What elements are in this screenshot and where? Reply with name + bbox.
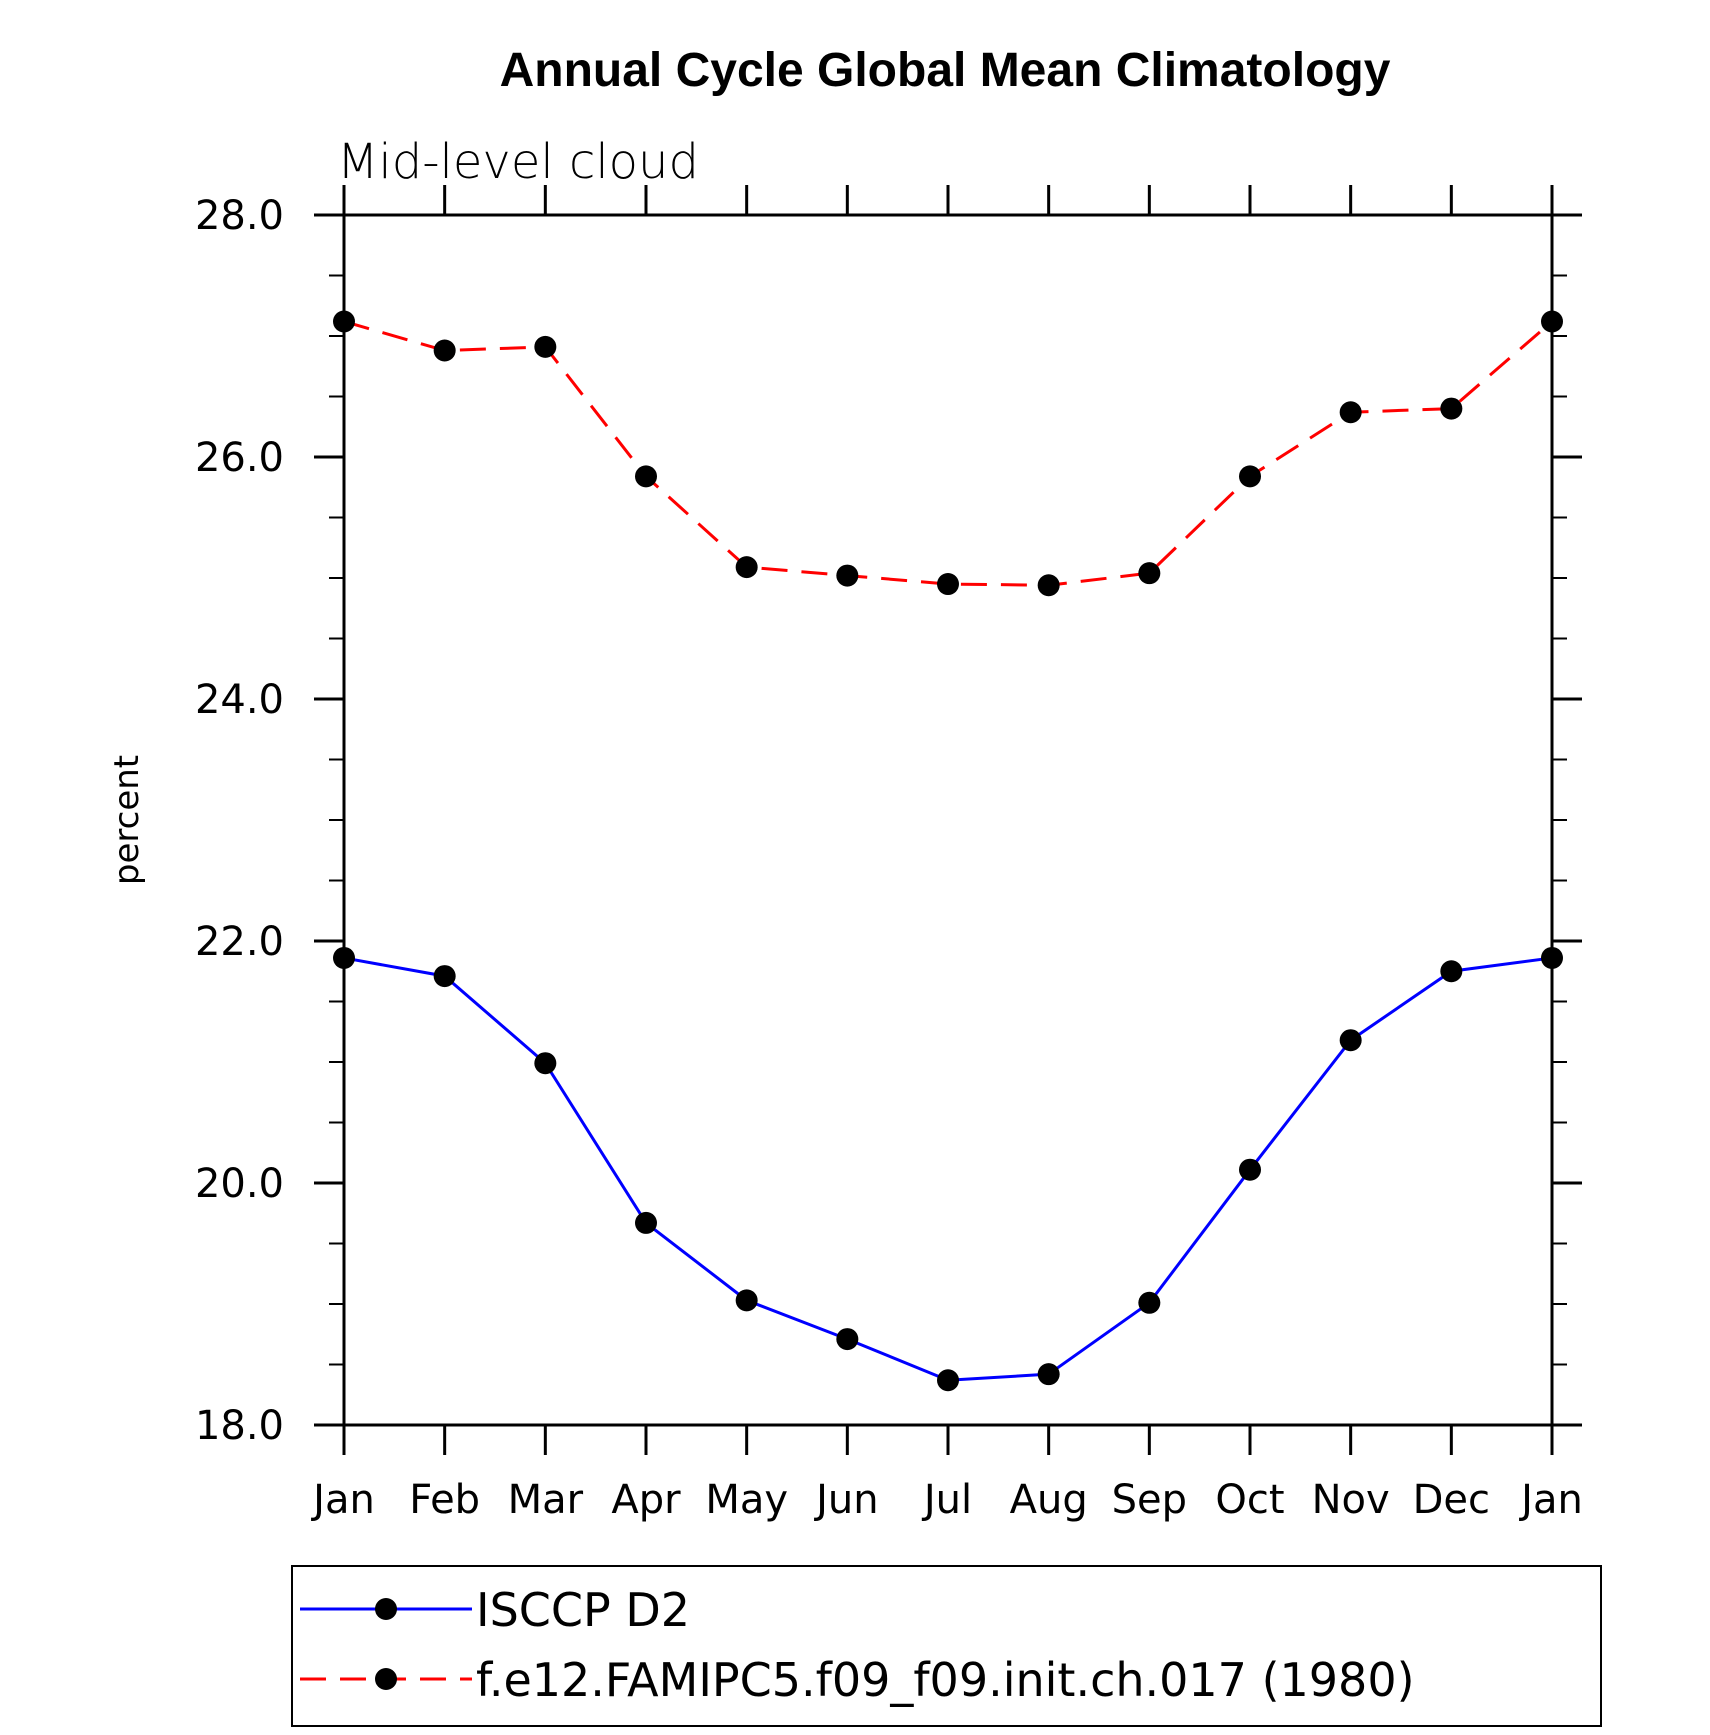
- data-point: [534, 335, 557, 358]
- x-tick-label: Mar: [508, 1477, 584, 1523]
- data-point: [1339, 1029, 1362, 1052]
- data-point: [836, 1328, 859, 1351]
- data-point: [1239, 1158, 1261, 1181]
- x-tick-label: Apr: [611, 1477, 681, 1523]
- data-point: [1541, 310, 1563, 333]
- data-point: [836, 564, 859, 587]
- legend-marker: [375, 1598, 397, 1620]
- x-tick-label: Sep: [1112, 1477, 1187, 1523]
- legend-label: ISCCP D2: [476, 1583, 690, 1637]
- x-tick-label: Dec: [1413, 1477, 1490, 1523]
- y-tick-label: 18.0: [195, 1403, 284, 1449]
- x-tick-label: Feb: [409, 1477, 480, 1523]
- chart-subtitle: Mid-level cloud: [337, 134, 699, 190]
- data-point: [534, 1052, 557, 1075]
- data-point: [1541, 946, 1563, 969]
- data-point: [937, 573, 959, 596]
- legend-marker: [375, 1668, 397, 1690]
- data-point: [635, 1211, 657, 1234]
- data-point: [1037, 1363, 1060, 1386]
- y-tick-label: 22.0: [195, 919, 284, 965]
- x-tick-label: Oct: [1215, 1477, 1284, 1523]
- data-point: [1440, 397, 1463, 420]
- data-point: [333, 946, 355, 969]
- legend: ISCCP D2 f.e12.FAMIPC5.f09_f09.init.ch.01…: [291, 1565, 1602, 1727]
- data-point: [1138, 562, 1161, 585]
- data-point: [937, 1369, 959, 1392]
- x-tick-label: Jan: [1518, 1477, 1583, 1523]
- x-tick-label: Jul: [921, 1477, 972, 1523]
- y-tick-label: 28.0: [195, 193, 284, 239]
- y-tick-label: 20.0: [195, 1161, 284, 1207]
- data-point: [333, 310, 355, 333]
- data-point: [1440, 960, 1463, 983]
- data-point: [635, 465, 657, 488]
- plot-frame: [342, 213, 1554, 1427]
- x-tick-label: Aug: [1010, 1477, 1088, 1523]
- data-point: [1138, 1291, 1161, 1314]
- series-layer: [333, 310, 1563, 1392]
- data-point: [1037, 574, 1060, 597]
- axes: 18.0 20.0 22.0 24.0 26.0 28.0 Jan Feb Mar Apr May J…: [195, 185, 1583, 1523]
- legend-entry-1: f.e12.FAMIPC5.f09_f09.init.ch.017 (1980): [300, 1653, 1415, 1707]
- x-tick-label: May: [705, 1477, 788, 1523]
- legend-entry-0: ISCCP D2: [300, 1583, 690, 1637]
- data-point: [433, 965, 456, 988]
- data-point: [433, 339, 456, 362]
- data-point: [1239, 465, 1261, 488]
- series-line: [343, 956, 1553, 1382]
- x-tick-label: Jan: [310, 1477, 375, 1523]
- y-axis-label: percent: [107, 755, 147, 885]
- series-0: [333, 946, 1563, 1392]
- series-1: [333, 310, 1563, 597]
- series-line: [343, 320, 1553, 587]
- legend-label: f.e12.FAMIPC5.f09_f09.init.ch.017 (1980): [476, 1653, 1415, 1707]
- x-tick-label: Jun: [813, 1477, 879, 1523]
- y-tick-label: 24.0: [195, 677, 284, 723]
- data-point: [1339, 401, 1362, 424]
- chart-title: Annual Cycle Global Mean Climatology: [500, 44, 1391, 97]
- data-point: [735, 1289, 758, 1312]
- y-tick-label: 26.0: [195, 435, 284, 481]
- data-point: [735, 556, 758, 579]
- x-tick-label: Nov: [1312, 1477, 1390, 1523]
- legend-box: [291, 1565, 1602, 1727]
